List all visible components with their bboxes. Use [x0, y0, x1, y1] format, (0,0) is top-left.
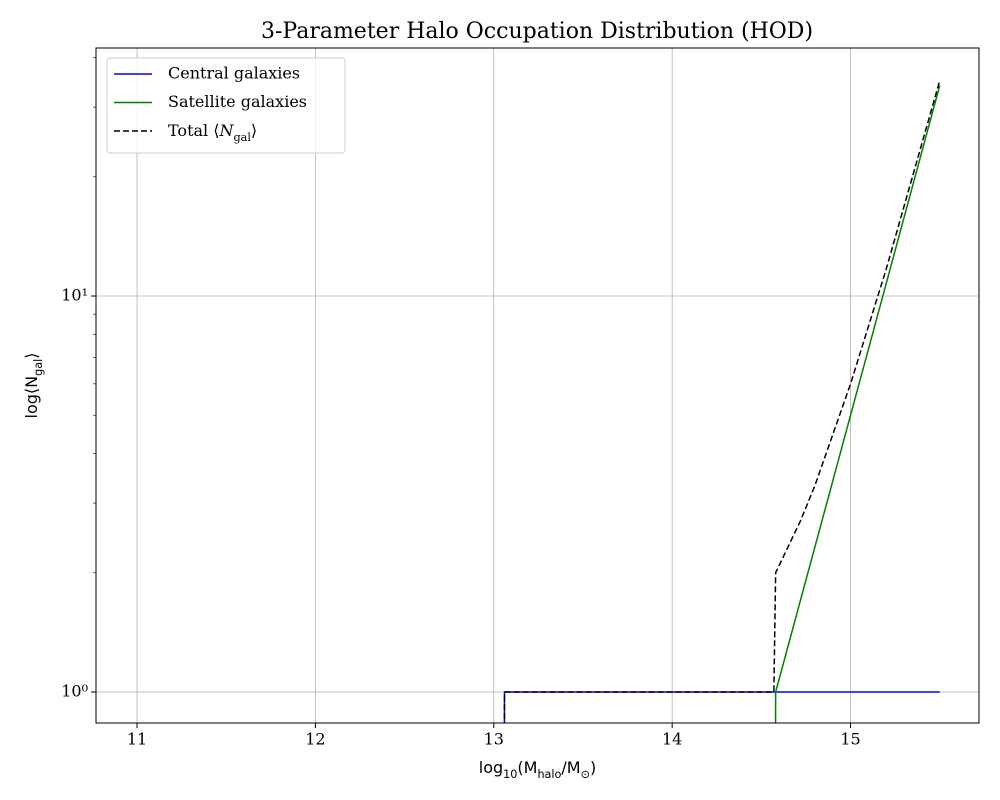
- x-axis-label-part: ⊙: [581, 768, 590, 781]
- legend-label: Satellite galaxies: [168, 92, 307, 111]
- x-axis-label-part: log: [479, 758, 503, 777]
- legend: Central galaxies Satellite galaxies Total …: [106, 57, 346, 154]
- legend-label-part: ⟩: [251, 121, 257, 140]
- chart-title: 3-Parameter Halo Occupation Distribution…: [261, 19, 813, 44]
- x-tick-label: 11: [127, 730, 147, 749]
- legend-label-part: N: [218, 121, 234, 140]
- y-axis-label-part: log⟨N: [22, 376, 41, 419]
- y-tick-label: 10¹: [61, 286, 88, 305]
- x-axis-label: log10(Mhalo/M⊙): [479, 758, 596, 781]
- x-axis-label-part: 10: [503, 768, 517, 781]
- x-tick-label: 15: [840, 730, 860, 749]
- y-axis-label-part: ⟩: [22, 353, 41, 359]
- x-axis-label-part: (M: [517, 758, 537, 777]
- x-axis-label-part: halo: [537, 768, 561, 781]
- axes: 11 12 13 14 1510⁰10¹log10(Mhalo/M⊙)log⟨Ngal⟩…: [22, 57, 861, 781]
- legend-label-part: gal: [233, 131, 251, 144]
- legend-label: Total ⟨Ngal⟩: [168, 121, 257, 144]
- plot-frame: [95, 47, 980, 724]
- y-axis-label-part: gal: [32, 359, 45, 376]
- legend-label-part: Total ⟨: [168, 121, 219, 140]
- y-axis-label: log⟨Ngal⟩: [22, 353, 45, 419]
- x-tick-label: 13: [484, 730, 504, 749]
- y-tick-label: 10⁰: [61, 681, 88, 700]
- series-line: [774, 85, 941, 723]
- series-line: [503, 80, 941, 723]
- x-tick-label: 14: [662, 730, 682, 749]
- x-axis-label-part: /M: [561, 758, 580, 777]
- legend-box: [106, 57, 346, 154]
- x-tick-label: 12: [305, 730, 325, 749]
- plot-lines: [503, 80, 941, 723]
- legend-label: Central galaxies: [168, 64, 300, 83]
- x-axis-label-part: ): [590, 758, 596, 777]
